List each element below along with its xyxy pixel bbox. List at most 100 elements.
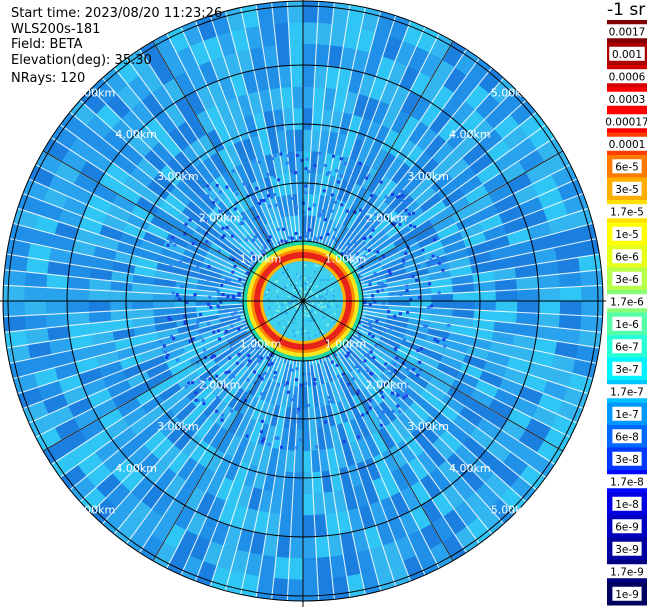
speckle	[382, 383, 386, 387]
ray-cell	[379, 496, 399, 522]
core-speckle	[314, 311, 317, 314]
ray-cell	[339, 47, 357, 71]
speckle	[240, 363, 244, 367]
ray-cell	[532, 405, 558, 428]
ray-cell	[398, 200, 420, 221]
speckle	[232, 375, 236, 379]
speckle	[357, 336, 361, 340]
speckle	[357, 274, 361, 278]
ray-cell	[151, 491, 175, 517]
speckle	[252, 159, 256, 163]
ray-cell	[419, 389, 442, 409]
ray-cell	[393, 194, 415, 215]
ray-cell	[535, 260, 559, 277]
ray-cell	[137, 248, 161, 263]
speckle	[358, 333, 362, 337]
colorbar-tick-bg	[606, 136, 647, 151]
ray-cell	[198, 60, 219, 86]
spoke	[152, 300, 304, 562]
ray-cell	[407, 371, 429, 390]
ray-cell	[47, 260, 71, 277]
ray-cell	[364, 120, 382, 145]
ray-cell	[343, 487, 359, 511]
speckle	[233, 264, 237, 268]
speckle	[263, 244, 267, 248]
speckle	[242, 182, 246, 186]
speckle	[169, 240, 173, 244]
ray-cell	[416, 127, 438, 152]
ray-cell	[141, 484, 165, 510]
speckle	[162, 344, 166, 348]
ray-cell	[494, 114, 520, 140]
ray-cell	[25, 327, 50, 345]
colorbar-tick-bg	[612, 316, 642, 331]
colorbar-tick-bg	[609, 46, 645, 61]
colorbar-tick-label: 6e-7	[615, 341, 639, 353]
ray-cell	[27, 341, 52, 359]
speckle	[395, 356, 399, 360]
speckle	[336, 180, 340, 184]
ray-cell	[159, 200, 182, 220]
speckle	[405, 284, 409, 288]
core-speckle	[306, 288, 309, 291]
speckle	[393, 314, 397, 318]
ray-cell	[309, 151, 319, 174]
ray-cell	[403, 173, 425, 195]
ring-label: 2.00km	[199, 378, 241, 391]
speckle	[259, 199, 263, 203]
speckle	[419, 369, 423, 373]
speckle	[347, 250, 351, 254]
ray-cell	[403, 434, 425, 458]
speckle	[403, 337, 407, 341]
ray-cell	[141, 92, 165, 118]
ray-cell	[578, 254, 602, 272]
ray-cell	[442, 534, 467, 561]
ray-cell	[87, 193, 113, 214]
ray-cell	[73, 408, 99, 430]
ray-cell	[247, 487, 263, 511]
speckle	[312, 203, 316, 207]
speckle	[334, 200, 338, 204]
ray-cell	[130, 101, 155, 126]
ray-cell	[410, 480, 432, 506]
ray-gap	[240, 354, 293, 595]
speckle	[373, 300, 377, 304]
ray-cell	[430, 307, 453, 317]
ray-cell	[511, 137, 537, 161]
speckle	[373, 272, 377, 276]
core-speckle	[309, 317, 312, 320]
speckle	[234, 311, 238, 315]
ray-cell	[68, 396, 93, 418]
core-speckle	[298, 301, 301, 304]
speckle	[250, 251, 254, 255]
ring-label: 3.00km	[157, 420, 199, 433]
speckle	[378, 416, 382, 420]
speckle	[368, 399, 372, 403]
ray-cell	[425, 254, 448, 268]
speckle	[442, 338, 446, 342]
ray-cell	[558, 314, 582, 331]
core-speckle	[327, 306, 330, 309]
ray-cell	[427, 262, 450, 275]
ray-cell	[386, 314, 409, 324]
ray-cell	[346, 346, 364, 365]
ray-cell	[273, 22, 290, 46]
colorbar-tick-label: 1.7e-6	[610, 296, 644, 308]
ray-cell	[48, 405, 74, 428]
ray-cell	[112, 193, 136, 214]
ray-cell	[355, 415, 372, 439]
core-speckle	[306, 305, 309, 308]
ray-cell	[459, 175, 483, 196]
core-speckle	[322, 309, 325, 312]
ray-cell	[400, 90, 421, 116]
ray-cell	[151, 141, 174, 165]
core-speckle	[325, 293, 328, 296]
speckle	[237, 352, 241, 356]
ray-cell	[67, 312, 90, 326]
ring-label: 3.00km	[407, 420, 449, 433]
speckle	[191, 242, 195, 246]
speckle	[235, 361, 239, 365]
ray-cell	[119, 353, 143, 371]
speckle	[185, 300, 189, 304]
speckle	[228, 356, 232, 360]
